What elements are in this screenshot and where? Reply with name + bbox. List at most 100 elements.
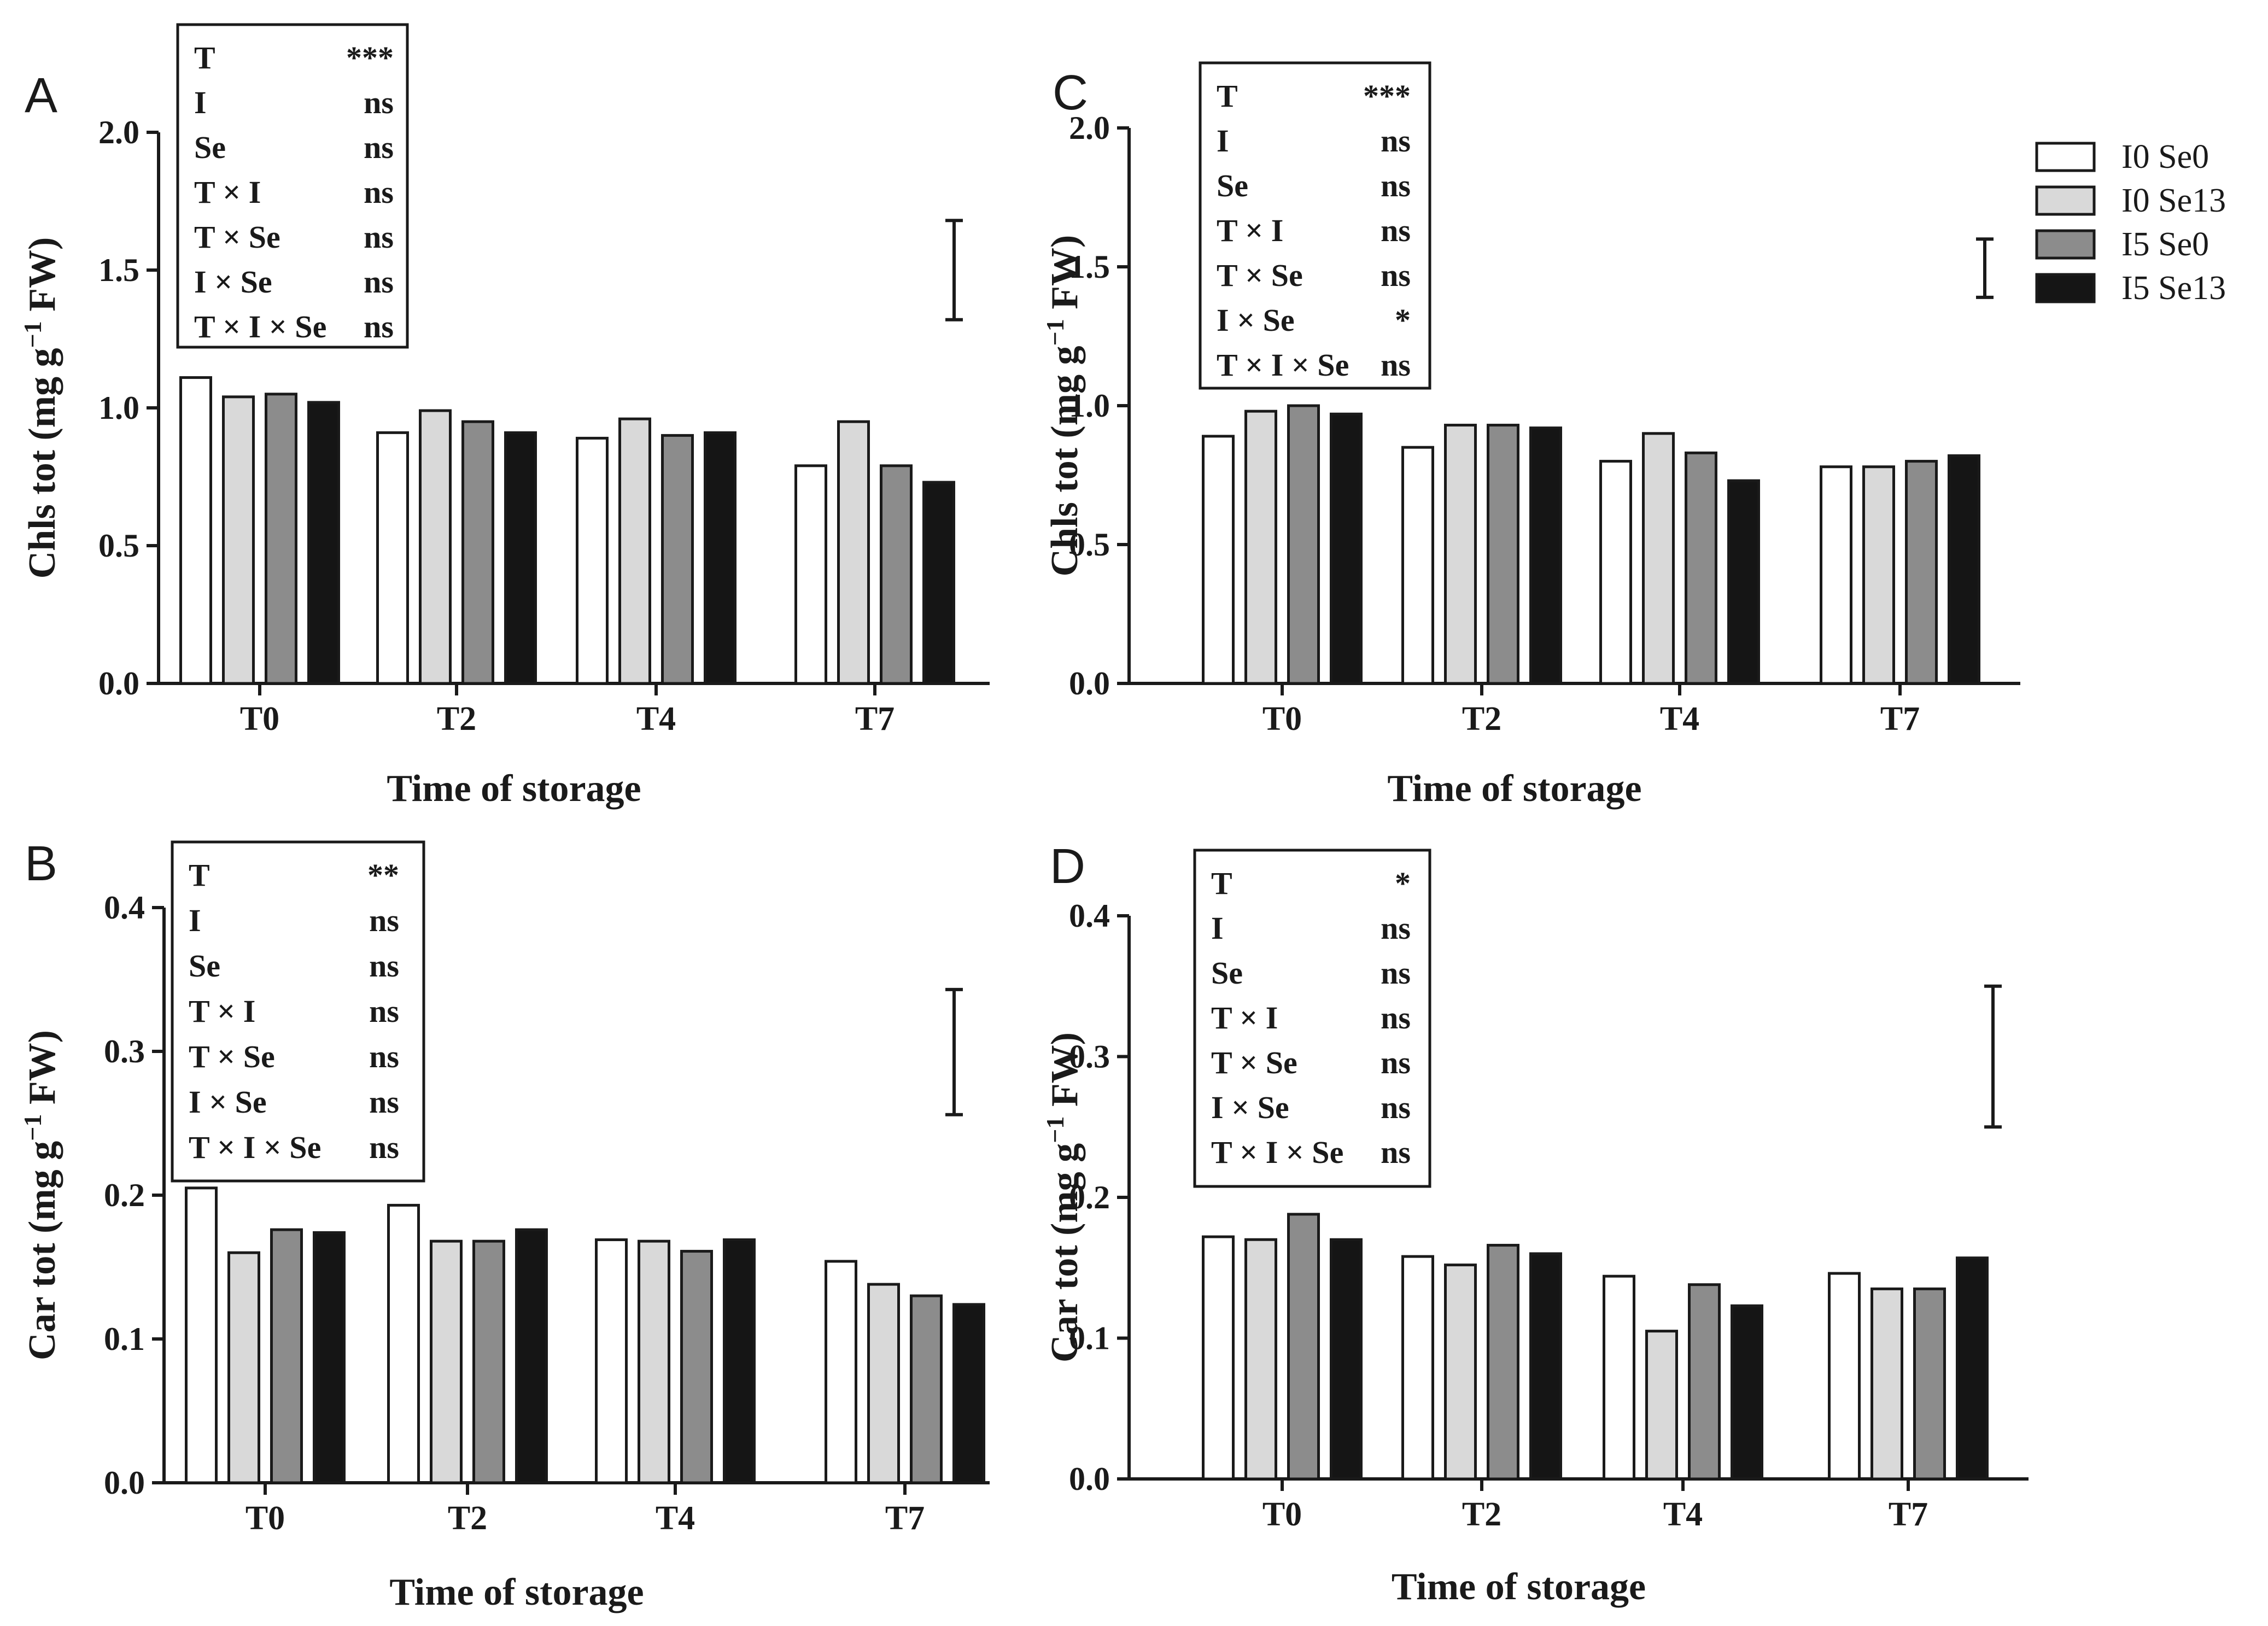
- bar-t4-i0-se0: [1599, 460, 1632, 685]
- x-tick-label: T2: [437, 700, 476, 738]
- bar-t2-i0-se13: [1444, 424, 1477, 685]
- y-tick-label: 0.2: [1069, 1179, 1110, 1215]
- stats-sig: ns: [369, 1039, 399, 1074]
- bar-t7-i0-se0: [1820, 465, 1852, 685]
- stats-sig: **: [367, 857, 399, 893]
- stats-sig: *: [1395, 302, 1411, 338]
- panel-letter: C: [1053, 66, 1088, 120]
- panel-a: A 0.0 0.5 1.0 1.5 2.0 T0 T2 T4 T7 Time of storage C…: [19, 23, 990, 810]
- bar-t7-i0-se13: [1870, 1287, 1903, 1481]
- stats-box: T *** I ns Se ns T × I ns T × Se ns I × Se * T × I ×…: [1199, 61, 1431, 390]
- bar-t2-i0-se0: [387, 1203, 420, 1484]
- bar-t4-i0-se13: [1645, 1330, 1678, 1481]
- y-tick-label: 2.0: [98, 114, 139, 150]
- y-tick-label: 0.0: [104, 1465, 145, 1501]
- stats-box: T ** I ns Se ns T × I ns T × Se ns I × Se ns T × I ×…: [171, 840, 425, 1183]
- bar-t7-i0-se0: [825, 1260, 857, 1484]
- panel-c: C 0.0 0.5 1.0 1.5 2.0 T0 T2 T4 T7 Time of storage C…: [1041, 61, 2020, 810]
- stats-term: I × Se: [1217, 302, 1295, 338]
- bar-t7-i5-se0: [880, 464, 913, 685]
- stats-term: Se: [194, 130, 226, 165]
- x-tick-label: T0: [1262, 700, 1302, 738]
- x-axis-title: Time of storage: [1392, 1566, 1646, 1608]
- stats-term: T × Se: [1211, 1045, 1297, 1080]
- y-tick-label: 0.5: [98, 528, 139, 564]
- stats-term: I: [1217, 123, 1229, 159]
- y-axis-title: Car tot (mg g−1 FW): [1041, 1032, 1086, 1362]
- stats-sig: ns: [364, 174, 394, 210]
- stats-term: Se: [1211, 955, 1243, 991]
- x-tick-label: T4: [636, 700, 676, 738]
- stats-term: I × Se: [1211, 1090, 1289, 1125]
- stats-term: T × I × Se: [1217, 347, 1349, 383]
- y-tick-label: 0.1: [104, 1321, 145, 1357]
- legend-swatch-i0-se13: [2035, 185, 2096, 216]
- stats-term: I: [194, 85, 207, 120]
- x-tick-label: T7: [1880, 700, 1920, 738]
- bar-t4-i5-se13: [723, 1238, 756, 1484]
- stats-term: T × I × Se: [194, 309, 326, 344]
- stats-sig: ns: [1381, 910, 1411, 946]
- error-bar: [1984, 984, 2002, 1129]
- stats-sig: ns: [1381, 168, 1411, 203]
- stats-sig: ns: [364, 130, 394, 165]
- error-bar: [945, 987, 963, 1116]
- bar-t2-i5-se0: [472, 1239, 505, 1484]
- legend: I0 Se0 I0 Se13 I5 Se0 I5 Se13: [2035, 138, 2226, 307]
- stats-sig: ns: [1381, 213, 1411, 248]
- stats-term: T × Se: [189, 1039, 275, 1074]
- stats-sig: ns: [1381, 123, 1411, 159]
- y-tick-label: 1.0: [98, 390, 139, 426]
- stats-sig: ns: [369, 1130, 399, 1165]
- y-tick-label: 2.0: [1069, 110, 1110, 146]
- bar-t4-i5-se13: [1731, 1304, 1763, 1481]
- panel-letter: B: [25, 837, 57, 891]
- bar-t4-i5-se13: [1727, 479, 1760, 685]
- bar-t2-i0-se0: [1401, 446, 1434, 685]
- bar-t4-i0-se0: [576, 436, 609, 685]
- x-tick-label: T7: [1889, 1496, 1928, 1533]
- bar-t4-i0-se13: [618, 417, 651, 685]
- bar-t7-i0-se13: [1862, 465, 1895, 685]
- bar-t0-i5-se0: [270, 1228, 303, 1484]
- x-tick-label: T0: [245, 1500, 285, 1537]
- y-axis-title-main: Car tot (mg g: [21, 1141, 63, 1360]
- stats-term: T: [1217, 78, 1238, 114]
- panel-d: D 0.0 0.1 0.2 0.3 0.4 T0 T2 T4 T7 Time of storage C…: [1041, 839, 2029, 1608]
- bar-t7-i5-se0: [1913, 1287, 1946, 1481]
- stats-sig: ns: [364, 85, 394, 120]
- bar-t2-i5-se0: [461, 420, 494, 685]
- x-tick-label: T7: [885, 1500, 925, 1537]
- stats-sig: ns: [1381, 1134, 1411, 1170]
- bar-t2-i0-se13: [419, 409, 452, 685]
- bar-t7-i5-se13: [922, 481, 955, 685]
- stats-sig: ns: [1381, 347, 1411, 383]
- bar-t0-i0-se13: [1244, 1238, 1277, 1481]
- y-axis-title-sup: −1: [1041, 319, 1069, 346]
- stats-term: I: [1211, 910, 1224, 946]
- stats-term: Se: [1217, 168, 1248, 203]
- stats-sig: ns: [369, 993, 399, 1029]
- y-axis-title: Car tot (mg g−1 FW): [19, 1030, 64, 1360]
- x-tick-label: T0: [1262, 1496, 1302, 1533]
- y-tick-label: 0.4: [1069, 898, 1110, 934]
- stats-sig: ns: [369, 1084, 399, 1120]
- stats-term: I × Se: [194, 264, 272, 300]
- legend-label: I5 Se0: [2121, 226, 2209, 263]
- stats-sig: ns: [364, 264, 394, 300]
- bar-t2-i5-se13: [1529, 426, 1562, 685]
- bar-t2-i5-se13: [1529, 1252, 1562, 1481]
- stats-sig: ns: [1381, 1090, 1411, 1125]
- bar-t4-i5-se0: [1688, 1283, 1721, 1481]
- bar-t0-i0-se13: [1244, 410, 1277, 685]
- y-tick-label: 0.0: [98, 665, 139, 701]
- y-axis-title-main: Chls tot (mg g: [21, 348, 63, 578]
- y-tick-label: 1.5: [98, 252, 139, 288]
- y-axis-title-sup: −1: [19, 1114, 46, 1141]
- bar-t2-i5-se0: [1487, 424, 1519, 685]
- stats-term: T × I: [194, 174, 261, 210]
- y-axis-title-main: Chls tot (mg g: [1044, 346, 1086, 576]
- bar-t0-i5-se0: [265, 393, 297, 685]
- stats-sig: ns: [1381, 1045, 1411, 1080]
- stats-term: Se: [189, 948, 220, 984]
